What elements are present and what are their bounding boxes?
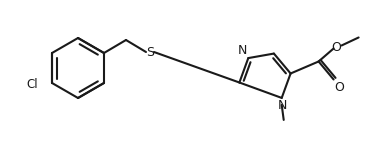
Text: O: O	[332, 41, 341, 54]
Text: N: N	[238, 44, 247, 57]
Text: N: N	[278, 99, 287, 112]
Text: Cl: Cl	[26, 79, 38, 92]
Text: O: O	[335, 81, 345, 94]
Text: S: S	[146, 46, 154, 59]
